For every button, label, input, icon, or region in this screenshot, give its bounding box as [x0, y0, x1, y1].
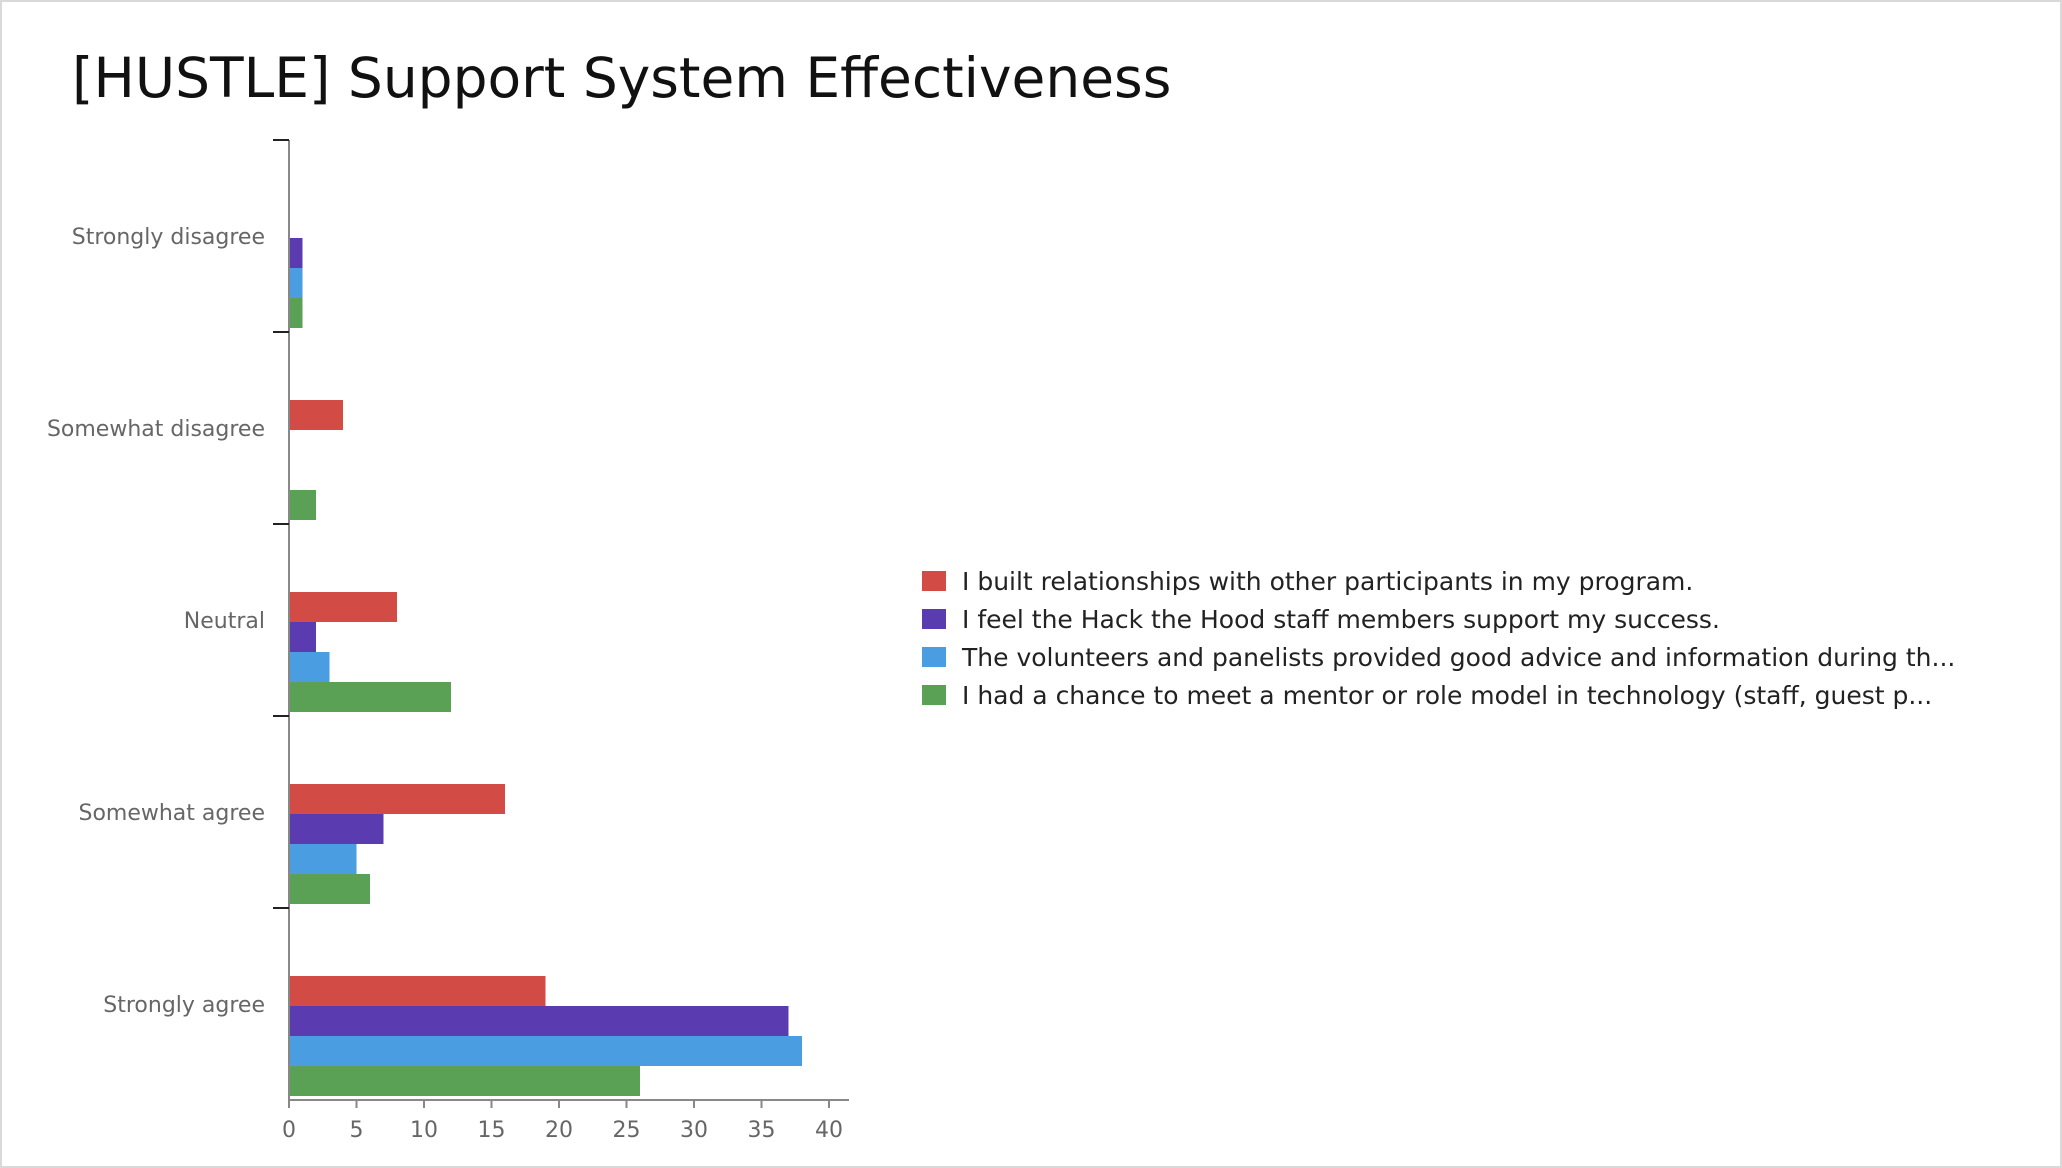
legend-swatch — [922, 685, 946, 705]
bar-1-neutral — [289, 592, 397, 622]
legend-item: I had a chance to meet a mentor or role … — [922, 676, 1955, 714]
legend-label: I built relationships with other partici… — [962, 566, 1694, 596]
x-tick-label: 35 — [748, 1118, 776, 1143]
x-tick-label: 15 — [478, 1118, 506, 1143]
y-tick-label: Neutral — [184, 609, 265, 634]
x-tick-label: 5 — [350, 1118, 364, 1143]
x-tick-label: 25 — [613, 1118, 641, 1143]
legend-item: The volunteers and panelists provided go… — [922, 638, 1955, 676]
x-tick-label: 10 — [410, 1118, 438, 1143]
bar-3-somewhat-agree — [289, 844, 357, 874]
legend-item: I built relationships with other partici… — [922, 562, 1955, 600]
bar-3-strongly-agree — [289, 1036, 802, 1066]
x-tick-label: 30 — [680, 1118, 708, 1143]
y-tick-label: Strongly agree — [103, 993, 265, 1018]
legend-label: I feel the Hack the Hood staff members s… — [962, 604, 1720, 634]
bar-1-strongly-agree — [289, 976, 546, 1006]
x-tick-label: 0 — [282, 1118, 296, 1143]
legend-label: I had a chance to meet a mentor or role … — [962, 680, 1933, 710]
legend-swatch — [922, 571, 946, 591]
bar-1-somewhat-disagree — [289, 400, 343, 430]
bar-4-strongly-disagree — [289, 298, 303, 328]
legend-label: The volunteers and panelists provided go… — [962, 642, 1956, 672]
legend-swatch — [922, 647, 946, 667]
legend-swatch — [922, 609, 946, 629]
x-tick-label: 40 — [815, 1118, 843, 1143]
x-tick-label: 20 — [545, 1118, 573, 1143]
bar-2-strongly-agree — [289, 1006, 789, 1036]
y-tick-label: Somewhat agree — [78, 801, 265, 826]
y-tick-label: Strongly disagree — [72, 225, 265, 250]
bar-2-strongly-disagree — [289, 238, 303, 268]
bar-4-somewhat-disagree — [289, 490, 316, 520]
y-tick-label: Somewhat disagree — [47, 417, 265, 442]
legend-item: I feel the Hack the Hood staff members s… — [922, 600, 1955, 638]
bar-2-somewhat-agree — [289, 814, 384, 844]
bar-4-strongly-agree — [289, 1066, 640, 1096]
bar-1-somewhat-agree — [289, 784, 505, 814]
chart-legend: I built relationships with other partici… — [922, 562, 1955, 714]
bar-3-strongly-disagree — [289, 268, 303, 298]
bar-3-neutral — [289, 652, 330, 682]
bar-4-neutral — [289, 682, 451, 712]
bar-2-neutral — [289, 622, 316, 652]
page-title: [HUSTLE] Support System Effectiveness — [72, 46, 1172, 110]
bar-4-somewhat-agree — [289, 874, 370, 904]
